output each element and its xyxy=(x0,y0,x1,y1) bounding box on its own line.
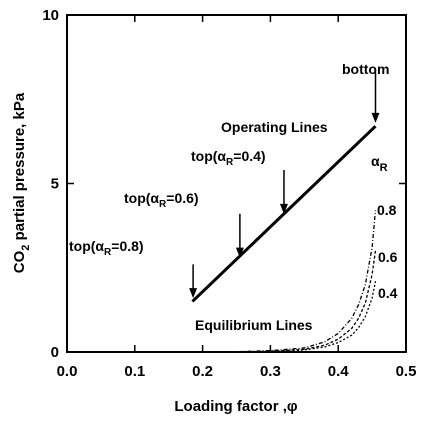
alpha-sub: R xyxy=(380,162,388,174)
label-bottom: bottom xyxy=(342,61,389,77)
y-title-rest: partial pressure, kPa xyxy=(11,92,28,244)
top-sub: R xyxy=(104,247,112,258)
y-tick-label: 0 xyxy=(51,344,59,361)
x-tick-label: 0.5 xyxy=(396,363,417,380)
label-top-alpha-04: top(αR=0.4) xyxy=(191,148,266,168)
label-equilibrium-lines: Equilibrium Lines xyxy=(195,317,313,333)
top-value: =0.8) xyxy=(111,238,143,254)
x-tick-label: 0.2 xyxy=(192,363,213,380)
label-curve-06: 0.6 xyxy=(378,249,398,265)
y-title-sub: 2 xyxy=(20,245,32,251)
top-prefix: top(α xyxy=(191,148,226,164)
y-tick-label: 10 xyxy=(42,7,59,24)
label-top-alpha-06: top(αR=0.6) xyxy=(124,190,199,210)
y-tick-label: 5 xyxy=(51,176,59,193)
arrow-top-08-head xyxy=(189,288,198,299)
equilibrium-curve-04 xyxy=(256,281,377,353)
y-title-main: CO xyxy=(11,250,28,273)
arrow-bottom-head xyxy=(371,112,380,123)
top-value: =0.6) xyxy=(166,190,198,206)
label-operating-lines: Operating Lines xyxy=(221,119,328,135)
x-tick-label: 0.1 xyxy=(124,363,145,380)
top-sub: R xyxy=(159,199,167,210)
equilibrium-curve-06 xyxy=(236,250,377,353)
alpha-symbol: α xyxy=(371,153,380,169)
ticks-layer: 0.0 0.1 0.2 0.3 0.4 0.5 0 5 10 xyxy=(42,7,416,380)
y-axis-title: CO2 partial pressure, kPa xyxy=(11,92,32,273)
label-curve-04: 0.4 xyxy=(378,285,398,301)
annotation-arrows xyxy=(189,72,380,299)
label-curve-08: 0.8 xyxy=(377,202,397,218)
x-tick-label: 0.3 xyxy=(260,363,281,380)
top-value: =0.4) xyxy=(233,148,265,164)
equilibrium-curves xyxy=(202,210,377,353)
label-alpha-r: αR xyxy=(371,153,388,174)
label-top-alpha-08: top(αR=0.8) xyxy=(69,238,144,258)
x-tick-label: 0.0 xyxy=(57,363,78,380)
top-prefix: top(α xyxy=(69,238,104,254)
x-tick-label: 0.4 xyxy=(328,363,350,380)
top-prefix: top(α xyxy=(124,190,159,206)
x-axis-title: Loading factor ,φ xyxy=(174,398,298,415)
top-sub: R xyxy=(226,157,234,168)
arrow-top-04-head xyxy=(279,203,288,214)
arrow-top-06-head xyxy=(235,247,244,258)
